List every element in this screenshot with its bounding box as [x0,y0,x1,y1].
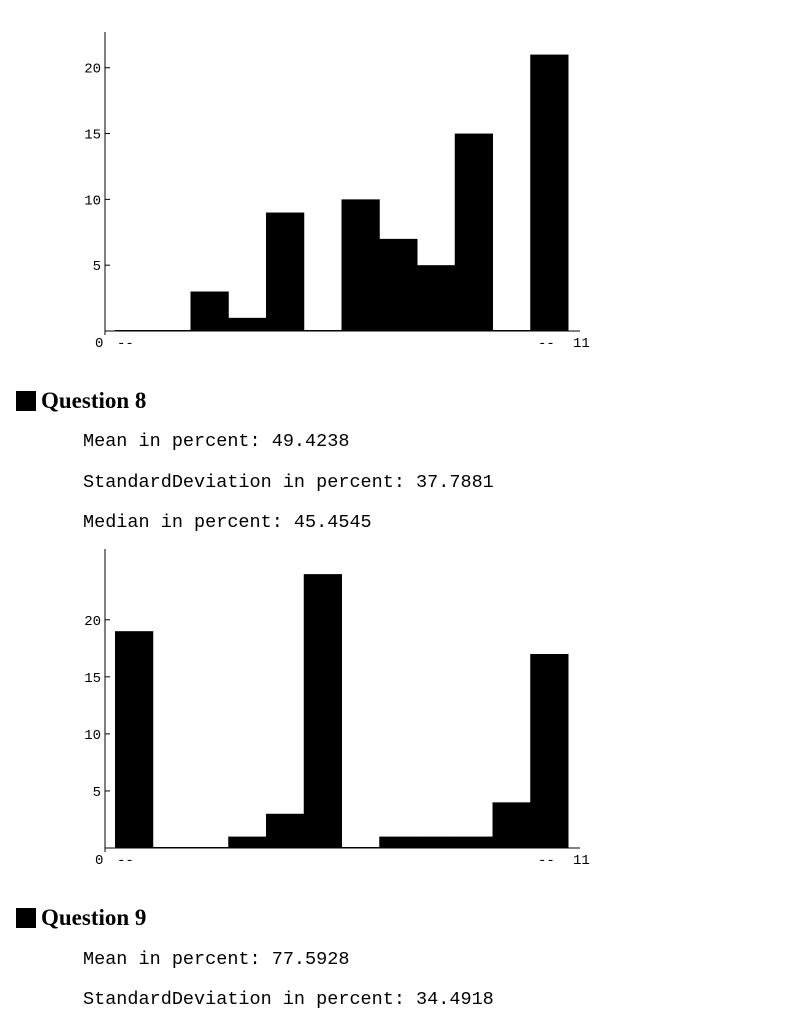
question-8-heading: Question 8 [16,388,146,414]
histogram-chart-1: 5 10 15 20 0 -- -- 11 [84,32,590,352]
histogram-bar [341,199,380,331]
x-tick-label: 0 [95,853,103,869]
section-marker-icon [16,391,36,411]
x-tick-dash: -- [117,853,134,869]
y-tick-label: 10 [84,193,101,209]
histogram-bar [379,238,418,331]
histogram-bar [228,317,267,331]
x-tick-dash: -- [538,336,555,352]
y-tick-label: 15 [84,128,101,144]
question-9-standard-deviation: StandardDeviation in percent: 34.4918 [83,989,494,1010]
question-9-mean: Mean in percent: 77.5928 [83,949,350,970]
y-tick-label: 5 [93,785,101,801]
x-tick-label: 0 [95,336,103,352]
x-tick-dash: -- [538,853,555,869]
histogram-bar [303,574,342,848]
question-8-title: Question 8 [41,388,147,413]
histogram-bar [228,836,267,848]
y-tick-label: 20 [84,62,101,78]
y-tick-label: 20 [84,614,101,630]
histogram-bar [266,813,305,848]
histogram-bar [417,836,456,848]
x-tick-label: 11 [573,853,590,869]
histogram-bar [379,836,418,848]
question-8-mean: Mean in percent: 49.4238 [83,431,350,452]
y-tick-label: 10 [84,728,101,744]
histogram-chart-2: 5 10 15 20 0 -- -- 11 [84,549,590,869]
x-tick-dash: -- [117,336,134,352]
histogram-bar [530,54,569,332]
question-9-title: Question 9 [41,905,147,930]
question-9-heading: Question 9 [16,905,146,931]
question-8-standard-deviation: StandardDeviation in percent: 37.7881 [83,472,494,493]
histogram-bar [454,836,493,848]
y-tick-label: 15 [84,671,101,687]
histogram-bar [492,802,531,848]
histogram-bar [417,265,456,331]
histogram-bar [266,212,305,331]
histogram-bar [190,291,229,331]
y-tick-label: 5 [93,259,101,275]
x-tick-label: 11 [573,336,590,352]
histogram-bar [454,133,493,331]
question-8-median: Median in percent: 45.4545 [83,512,372,533]
section-marker-icon [16,908,36,928]
histogram-bar [530,654,569,848]
histogram-bar [115,631,154,848]
